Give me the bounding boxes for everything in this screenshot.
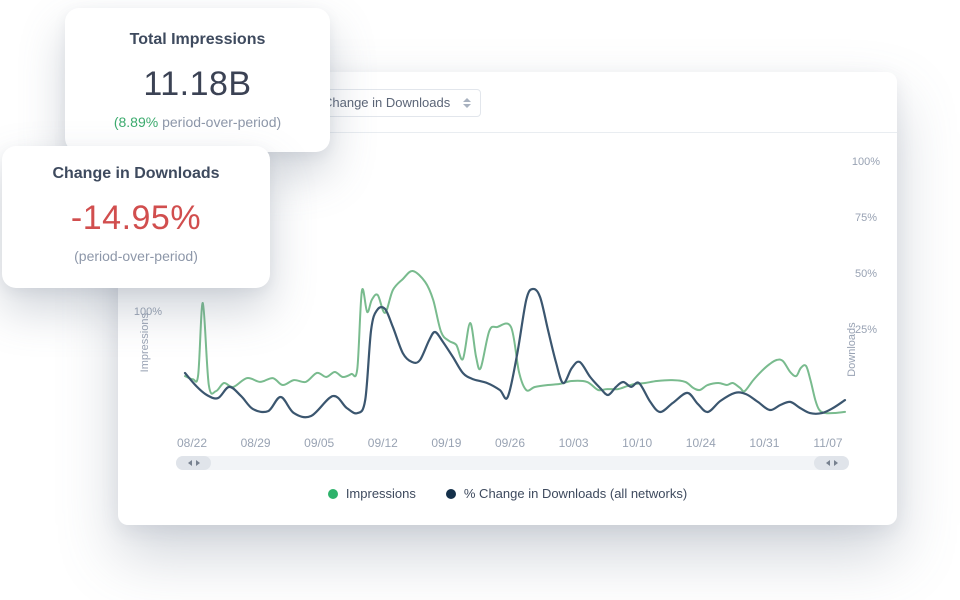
right-axis-tick: 25% xyxy=(854,324,878,336)
right-axis-tick: 100% xyxy=(851,156,881,168)
legend-dot-icon xyxy=(327,488,338,499)
left-axis-tick-100: 100% xyxy=(133,306,163,318)
panel-header: Change in Downloads xyxy=(118,72,897,133)
x-axis-tick: 11/07 xyxy=(813,436,843,450)
x-axis-tick: 08/29 xyxy=(240,436,271,450)
left-axis-caption: Impressions xyxy=(139,313,151,373)
x-axis-tick: 10/24 xyxy=(685,436,716,450)
legend-label: % Change in Downloads (all networks) xyxy=(463,486,688,501)
impressions-line xyxy=(184,270,846,415)
chart-legend: Impressions % Change in Downloads (all ne… xyxy=(118,486,897,501)
total-impressions-card: Total Impressions 11.18B (8.89% period-o… xyxy=(65,8,330,152)
impressions-delta-label: period-over-period) xyxy=(158,114,282,130)
legend-dot-icon xyxy=(445,488,456,499)
x-axis-tick: 09/12 xyxy=(367,436,398,450)
scrollbar-right-button[interactable] xyxy=(814,456,849,470)
downloads-change-line xyxy=(183,287,847,419)
x-axis-tick: 10/31 xyxy=(749,436,780,450)
downloads-change-value: -14.95% xyxy=(70,199,202,237)
x-axis-tick: 10/10 xyxy=(622,436,653,450)
scroll-left-arrow-icon xyxy=(825,460,830,466)
impressions-value: 11.18B xyxy=(143,65,252,103)
card-title: Total Impressions xyxy=(129,31,266,48)
x-axis-tick: 09/05 xyxy=(304,436,335,450)
chart-scrollbar-track[interactable] xyxy=(176,456,849,470)
chevron-up-down-icon xyxy=(463,97,472,109)
downloads-change-sub: (period-over-period) xyxy=(74,248,198,264)
scroll-right-arrow-icon xyxy=(195,460,200,466)
metric-select-value: Change in Downloads xyxy=(323,95,451,110)
metric-select-dropdown[interactable]: Change in Downloads xyxy=(310,89,482,117)
right-axis-tick: 75% xyxy=(854,212,878,224)
card-title: Change in Downloads xyxy=(52,165,220,182)
x-axis-tick: 09/26 xyxy=(494,436,526,450)
change-in-downloads-card: Change in Downloads -14.95% (period-over… xyxy=(2,146,270,288)
impressions-delta-pct: (8.89% xyxy=(113,114,159,130)
scroll-left-arrow-icon xyxy=(187,460,192,466)
legend-item[interactable]: Impressions xyxy=(327,486,416,501)
x-axis-tick: 08/22 xyxy=(176,436,208,450)
scrollbar-left-button[interactable] xyxy=(176,456,211,470)
x-axis-tick: 10/03 xyxy=(558,436,589,450)
right-axis-tick: 50% xyxy=(854,268,878,280)
legend-item[interactable]: % Change in Downloads (all networks) xyxy=(445,486,688,501)
impressions-delta: (8.89% period-over-period) xyxy=(65,114,330,130)
legend-label: Impressions xyxy=(345,486,416,501)
scroll-right-arrow-icon xyxy=(833,460,838,466)
x-axis-tick: 09/19 xyxy=(431,436,462,450)
